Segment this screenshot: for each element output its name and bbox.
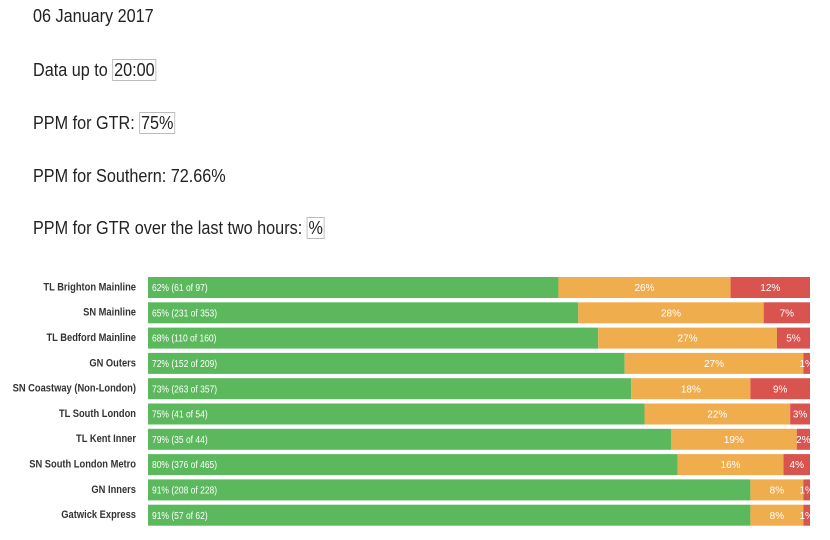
plot: TL Brighton Mainline 62% (61 of 97) 26% 12%… — [13, 277, 814, 526]
bar-segment — [148, 504, 751, 526]
bar-label: 12% — [760, 283, 780, 294]
bar-label: 28% — [661, 308, 681, 319]
bar-label: 73% (263 of 357) — [152, 384, 217, 395]
bar-segment — [670, 428, 797, 450]
bar-segment — [790, 403, 810, 425]
bar-label: 19% — [724, 435, 744, 446]
bar-label: 91% (208 of 228) — [152, 485, 217, 496]
bar-label: 8% — [770, 511, 785, 522]
bar-segment — [624, 352, 804, 374]
bar-segment — [148, 302, 579, 324]
bar-label: 2% — [796, 435, 811, 446]
bar-segment — [148, 277, 559, 298]
bar-label: 26% — [634, 283, 654, 294]
bar-segment — [730, 277, 810, 298]
bar-segment — [750, 378, 810, 400]
bar-segment — [631, 378, 751, 400]
value-field[interactable]: % — [306, 217, 325, 239]
chart: TL Brighton Mainline 62% (61 of 97) 26% 12%… — [13, 277, 814, 526]
bar-segment — [803, 504, 810, 526]
label: PPM for GTR over the last two hours: — [33, 218, 303, 238]
bar-segment — [148, 378, 632, 400]
category-label: Gatwick Express — [61, 509, 136, 521]
category-label: SN Coastway (Non-London) — [13, 383, 136, 395]
bar-label: 72% (152 of 209) — [152, 358, 217, 369]
bar-label: 1% — [799, 511, 814, 522]
bar-label: 3% — [793, 410, 808, 421]
bar-segment — [148, 352, 625, 374]
bar-label: 9% — [773, 384, 788, 395]
bar-segment — [803, 352, 810, 374]
bar-label: 5% — [786, 334, 801, 345]
bar-segment — [148, 428, 671, 450]
bar-label: 4% — [790, 460, 805, 471]
data-up-to: Data up to 20:00 — [33, 59, 157, 81]
bar-segment — [750, 504, 804, 526]
bar-segment — [803, 479, 810, 501]
bar-segment — [677, 454, 784, 476]
bar-segment — [578, 302, 764, 324]
ppm-gtr: PPM for GTR: 75% — [33, 112, 176, 134]
category-label: SN Mainline — [83, 307, 136, 319]
category-label: TL South London — [59, 408, 136, 420]
bar-label: 68% (110 of 160) — [152, 333, 216, 344]
category-label: GN Outers — [89, 358, 136, 370]
bar-segment — [763, 302, 810, 324]
bar-label: 1% — [799, 359, 814, 370]
bar-label: 79% (35 of 44) — [152, 434, 208, 445]
bar-label: 75% (41 of 54) — [152, 409, 208, 420]
bar-label: 8% — [770, 486, 785, 497]
category-label: GN Inners — [91, 484, 136, 496]
bar-segment — [558, 277, 731, 298]
bar-label: 27% — [678, 334, 698, 345]
category-label: TL Brighton Mainline — [43, 282, 136, 294]
bar-label: 18% — [681, 384, 701, 395]
bar-segment — [148, 327, 599, 349]
bar-label: 16% — [721, 460, 741, 471]
ppm-southern: PPM for Southern: 72.66% — [33, 166, 226, 186]
bar-segment — [148, 403, 645, 425]
bar-label: 91% (57 of 62) — [152, 510, 208, 521]
value-field[interactable]: 75% — [139, 112, 176, 134]
label: PPM for GTR: — [33, 113, 135, 133]
bar-segment — [750, 479, 804, 501]
bar-label: 7% — [780, 308, 795, 319]
bar-segment — [598, 327, 777, 349]
bar-segment — [783, 454, 810, 476]
bar-label: 62% (61 of 97) — [152, 283, 208, 294]
category-label: TL Kent Inner — [76, 434, 136, 446]
bar-label: 22% — [707, 410, 727, 421]
category-label: TL Bedford Mainline — [46, 332, 136, 344]
bar-label: 1% — [799, 486, 814, 497]
bar-label: 65% (231 of 353) — [152, 308, 217, 319]
bar-label: 27% — [704, 359, 724, 370]
bar-label: 80% (376 of 465) — [152, 460, 217, 471]
bar-segment — [796, 428, 810, 450]
bar-segment — [644, 403, 791, 425]
ppm-gtr-two-hours: PPM for GTR over the last two hours: % — [33, 217, 325, 239]
bar-segment — [148, 454, 678, 476]
value-field[interactable]: 20:00 — [112, 59, 157, 81]
bar-segment — [148, 479, 751, 501]
category-label: SN South London Metro — [29, 459, 136, 471]
label: Data up to — [33, 60, 108, 80]
date: 06 January 2017 — [33, 6, 154, 26]
bar-segment — [776, 327, 810, 349]
